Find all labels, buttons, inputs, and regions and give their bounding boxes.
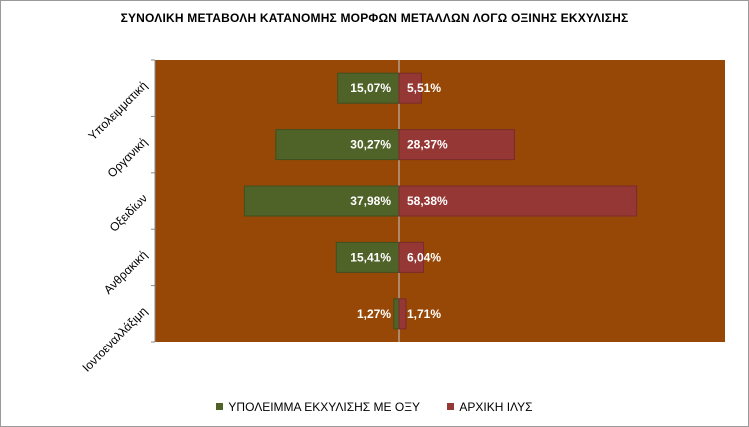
legend-swatch-initial: [447, 403, 455, 410]
bar-initial: [398, 72, 422, 104]
legend-item-residue: ΥΠΟΛΕΙΜΜΑ ΕΚΧΥΛΙΣΗΣ ΜΕ ΟΞΥ: [216, 400, 420, 414]
legend-label-initial: ΑΡΧΙΚΗ ΙΛΥΣ: [459, 399, 533, 414]
category-label: Υπολειμματική: [85, 78, 150, 143]
data-label-initial: 28,37%: [407, 138, 448, 152]
legend: ΥΠΟΛΕΙΜΜΑ ΕΚΧΥΛΙΣΗΣ ΜΕ ΟΞΥ ΑΡΧΙΚΗ ΙΛΥΣ: [0, 399, 749, 414]
bar-residue: [275, 129, 400, 161]
bar-residue: [393, 298, 400, 330]
bar-initial: [398, 241, 425, 273]
category-label: Οργανική: [105, 135, 151, 181]
data-label-initial: 5,51%: [407, 81, 441, 95]
category-label: Ανθρακική: [101, 248, 150, 297]
bar-initial: [398, 129, 515, 161]
bar-residue: [335, 241, 400, 273]
chart-title: ΣΥΝΟΛΙΚΗ ΜΕΤΑΒΟΛΗ ΚΑΤΑΝΟΜΗΣ ΜΟΡΦΩΝ ΜΕΤΑΛ…: [120, 11, 629, 25]
data-label-initial: 6,04%: [407, 250, 441, 264]
bar-residue: [337, 72, 400, 104]
data-label-initial: 58,38%: [407, 194, 448, 208]
legend-label-residue: ΥΠΟΛΕΙΜΜΑ ΕΚΧΥΛΙΣΗΣ ΜΕ ΟΞΥ: [228, 399, 420, 414]
bar-initial: [398, 185, 638, 217]
data-label-residue: 37,98%: [350, 194, 391, 208]
data-label-residue: 30,27%: [350, 138, 391, 152]
bar-initial: [398, 298, 407, 330]
legend-swatch-residue: [216, 403, 224, 410]
data-label-residue: 1,27%: [357, 307, 391, 321]
data-label-initial: 1,71%: [407, 307, 441, 321]
legend-item-initial: ΑΡΧΙΚΗ ΙΛΥΣ: [447, 399, 533, 414]
data-label-residue: 15,41%: [350, 250, 391, 264]
category-label: Οξειδίων: [107, 191, 150, 234]
data-label-residue: 15,07%: [350, 81, 391, 95]
category-label: Ιοντοεναλλάξιμη: [79, 304, 150, 375]
